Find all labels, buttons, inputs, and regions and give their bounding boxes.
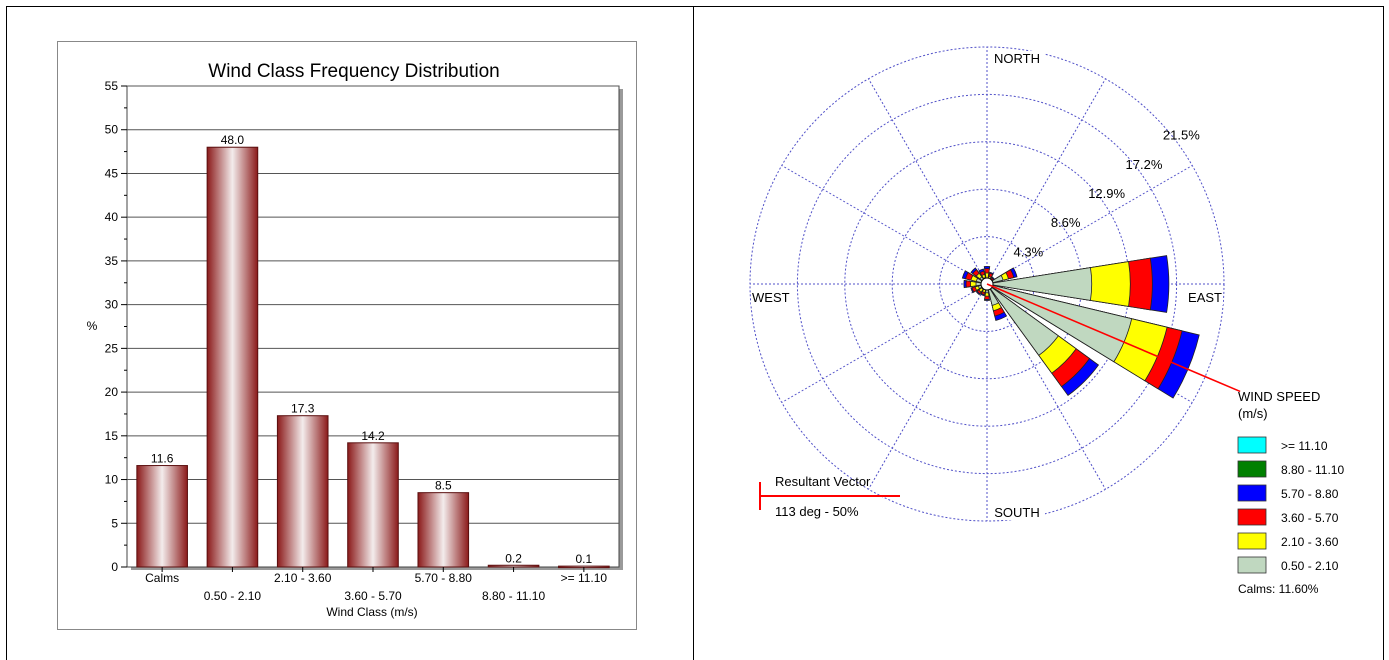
bar-value-label: 11.6 [151, 452, 174, 466]
y-tick-label: 55 [105, 79, 119, 93]
y-tick-label: 0 [111, 560, 118, 574]
bar-value-label: 8.5 [435, 479, 452, 493]
y-tick-label: 50 [105, 123, 119, 137]
compass-label-bg [1178, 290, 1223, 305]
rose-spoke [986, 283, 1106, 490]
ring-label: 17.2% [1126, 157, 1163, 172]
y-tick-label: 20 [105, 385, 119, 399]
legend-swatch [1237, 484, 1267, 502]
bar-value-label: 0.2 [505, 551, 522, 565]
y-tick-label: 25 [105, 341, 119, 355]
legend-swatch [1237, 532, 1267, 550]
compass-label: EAST [1188, 290, 1222, 305]
x-tick-label: 8.80 - 11.10 [482, 589, 545, 603]
ring-label: 12.9% [1088, 186, 1125, 201]
x-tick-label: 3.60 - 5.70 [344, 589, 402, 603]
rose-petal-segment [986, 267, 1093, 301]
bar [206, 146, 259, 568]
calms-label: Calms: 11.60% [1238, 582, 1319, 596]
bar-value-label: 0.1 [576, 552, 593, 566]
y-tick-label: 45 [105, 166, 119, 180]
rose-spoke [781, 165, 988, 285]
y-axis-ticks: 0 5 10 15 20 25 30 35 40 45 50 55 [105, 79, 127, 574]
bar-value-label: 14.2 [361, 429, 385, 443]
resultant-vector-legend: Resultant Vector 113 deg - 50% [759, 474, 900, 519]
bar [136, 465, 188, 568]
legend-title: WIND SPEED [1238, 389, 1320, 404]
compass-label-bg [989, 505, 1045, 520]
x-tick-label: 2.10 - 3.60 [274, 571, 332, 585]
resultant-vector-arrow [986, 283, 1241, 393]
legend-swatch [1237, 460, 1267, 478]
rose-spoke [868, 283, 988, 490]
rose-petals [961, 255, 1200, 399]
legend-label: 3.60 - 5.70 [1281, 511, 1339, 525]
legend-swatch [1237, 508, 1267, 526]
rose-spoke [781, 283, 988, 403]
bar [276, 415, 329, 568]
bar [487, 564, 540, 568]
wind-speed-legend: WIND SPEED (m/s) >= 11.10 8.80 - 11.10 5.7… [1237, 389, 1344, 596]
rose-spoke [868, 78, 988, 285]
bar [417, 492, 470, 568]
resultant-vector-label: Resultant Vector [775, 474, 871, 489]
y-tick-label: 40 [105, 210, 119, 224]
rose-labels: 4.3% 8.6% 12.9%17.2%21.5% NORTH EAST SOUTH WES… [751, 51, 1223, 520]
bar [347, 442, 399, 568]
legend-label: 8.80 - 11.10 [1281, 463, 1344, 477]
compass-label: NORTH [994, 51, 1040, 66]
legend-label: 5.70 - 8.80 [1281, 487, 1339, 501]
rose-petal-segment [986, 283, 1059, 356]
legend-unit: (m/s) [1238, 406, 1268, 421]
x-tick-label: 5.70 - 8.80 [415, 571, 473, 585]
bar-value-label: 48.0 [221, 133, 245, 147]
bar-chart: Wind Class Frequency Distribution 0 5 10 15… [57, 41, 637, 630]
legend-label: >= 11.10 [1281, 439, 1328, 453]
compass-label: WEST [752, 290, 790, 305]
compass-label: SOUTH [994, 505, 1040, 520]
bar-value-label: 17.3 [291, 402, 315, 416]
y-tick-label: 30 [105, 298, 119, 312]
legend-swatch [1237, 556, 1267, 574]
resultant-vector-value: 113 deg - 50% [775, 504, 859, 519]
rose-spoke [986, 165, 1193, 285]
legend-items: >= 11.10 8.80 - 11.10 5.70 - 8.80 3.60 - 5.… [1237, 436, 1344, 574]
ring-label: 4.3% [1014, 244, 1044, 259]
bar-series: 11.6 48.0 17.3 14.2 8.5 0.2 0.1 [136, 133, 610, 569]
ring-label: 21.5% [1163, 128, 1200, 143]
y-tick-label: 10 [105, 473, 119, 487]
compass-label-bg [751, 290, 796, 305]
bar-chart-title: Wind Class Frequency Distribution [208, 61, 499, 82]
x-tick-label: Calms [145, 571, 179, 585]
ring-label: 8.6% [1051, 215, 1081, 230]
x-axis-ticks: Calms 0.50 - 2.10 2.10 - 3.60 3.60 - 5.70 5.… [145, 567, 607, 603]
y-tick-label: 15 [105, 429, 119, 443]
x-axis-label: Wind Class (m/s) [326, 605, 417, 619]
y-tick-label: 35 [105, 254, 119, 268]
rose-spoke [986, 78, 1106, 285]
table-frame [6, 6, 1384, 660]
x-tick-label: 0.50 - 2.10 [204, 589, 262, 603]
compass-label-bg [989, 51, 1045, 66]
legend-swatch [1237, 436, 1267, 454]
legend-label: 0.50 - 2.10 [1281, 559, 1339, 573]
y-tick-label: 5 [111, 516, 118, 530]
legend-label: 2.10 - 3.60 [1281, 535, 1339, 549]
y-axis-label: % [87, 319, 98, 333]
resultant-vector-line [986, 283, 1241, 393]
wind-rose: 4.3% 8.6% 12.9%17.2%21.5% NORTH EAST SOUTH WES… [749, 46, 1344, 596]
x-tick-label: >= 11.10 [561, 571, 608, 585]
rose-petal-segment [986, 283, 1133, 363]
